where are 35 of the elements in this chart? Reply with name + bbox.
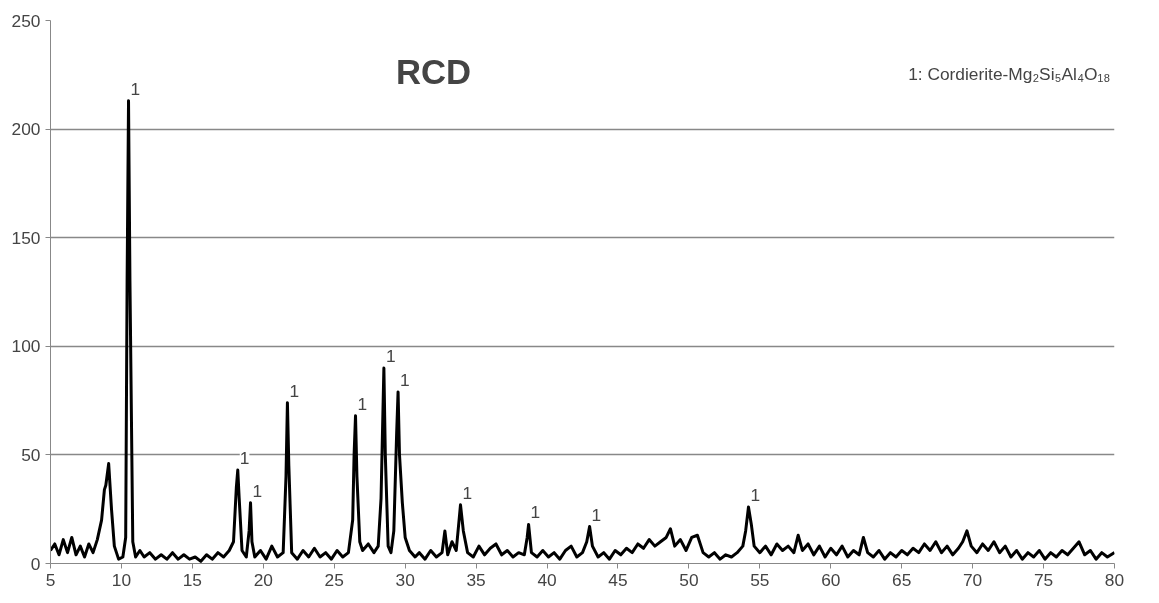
x-tick-label: 10: [111, 569, 132, 590]
y-tick-label: 100: [11, 336, 41, 357]
annotation: 1: Cordierite-Mg₂Si₅Al₄O₁₈: [908, 63, 1111, 84]
x-tick-label: 35: [466, 569, 486, 590]
x-tick-label: 80: [1104, 569, 1125, 590]
x-tick-label: 75: [1033, 569, 1054, 590]
y-tick-label: 50: [21, 444, 41, 465]
y-tick-label: 0: [30, 553, 41, 574]
x-tick-label: 65: [892, 569, 912, 590]
x-tick-label: 50: [679, 569, 699, 590]
annotation: 1: [130, 78, 141, 99]
x-tick-label: 40: [537, 569, 557, 590]
x-tick-label: 60: [821, 569, 841, 590]
x-tick-label: 30: [395, 569, 415, 590]
annotation: 1: [591, 504, 602, 525]
annotation: 1: [462, 482, 473, 503]
y-tick-label: 150: [11, 227, 41, 248]
x-tick-label: 55: [750, 569, 770, 590]
y-tick-label: 200: [11, 119, 41, 140]
annotation: 1: [385, 346, 396, 367]
y-tick-label: 250: [11, 10, 41, 31]
annotation: 1: [357, 393, 368, 414]
x-tick-label: 15: [182, 569, 203, 590]
annotation: 1: [289, 380, 300, 401]
x-tick-label: 70: [963, 569, 983, 590]
annotation: 1: [530, 502, 541, 523]
x-tick-label: 20: [253, 569, 273, 590]
x-tick-label: 5: [45, 569, 56, 590]
annotation: 1: [400, 369, 410, 390]
text: RCD: [396, 53, 472, 92]
annotation: 1: [750, 485, 761, 506]
annotation: 1: [239, 448, 250, 469]
annotation: 1: [252, 480, 263, 501]
x-tick-label: 45: [608, 569, 628, 590]
x-tick-label: 25: [324, 569, 344, 590]
